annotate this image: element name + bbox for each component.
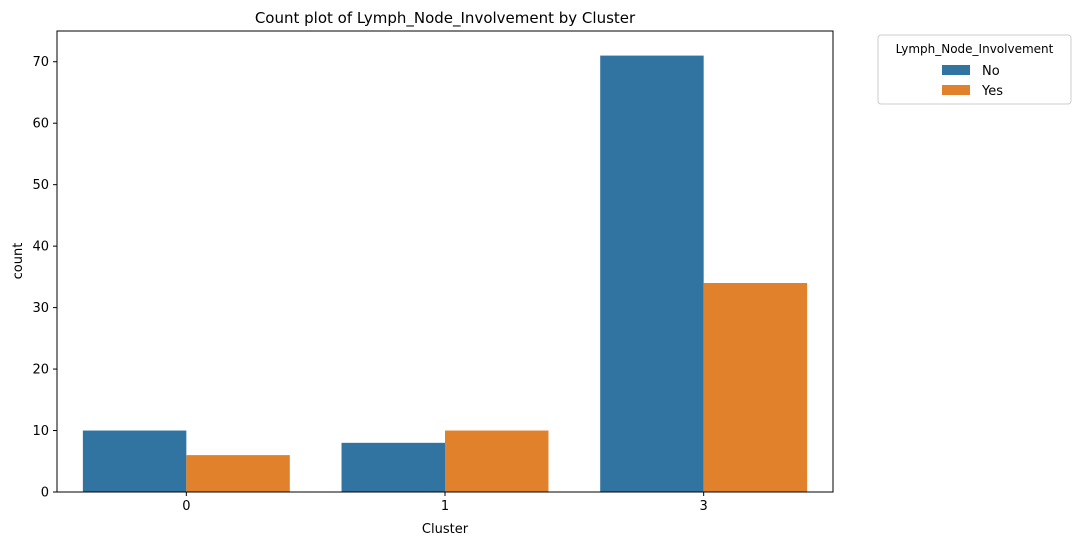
- y-tick-label: 40: [32, 240, 49, 255]
- y-tick-label: 60: [32, 117, 49, 132]
- legend-swatch-yes: [942, 85, 970, 95]
- legend-swatch-no: [942, 65, 970, 75]
- bar-no-cluster-3: [600, 55, 704, 492]
- legend-title: Lymph_Node_Involvement: [896, 42, 1054, 56]
- x-tick-label: 3: [700, 499, 708, 514]
- bars-layer: [82, 55, 808, 492]
- bar-no-cluster-1: [341, 442, 445, 492]
- legend-label-no: No: [982, 64, 1000, 79]
- legend-label-yes: Yes: [981, 84, 1003, 99]
- y-axis: 0 10 20 30 40 50 60 70: [32, 55, 57, 501]
- y-tick-label: 50: [32, 178, 49, 193]
- y-tick-label: 70: [32, 55, 49, 70]
- legend-box: [877, 34, 1072, 105]
- x-axis-label: Cluster: [422, 522, 469, 537]
- bar-no-cluster-0: [82, 430, 187, 492]
- legend: Lymph_Node_Involvement No Yes: [877, 34, 1072, 105]
- bar-yes-cluster-0: [186, 455, 290, 492]
- x-tick-label: 0: [182, 499, 190, 514]
- x-axis: 0 1 3: [182, 492, 708, 514]
- bar-yes-cluster-1: [445, 430, 549, 492]
- y-tick-label: 30: [32, 301, 49, 316]
- y-axis-label: count: [11, 243, 26, 280]
- chart-title: Count plot of Lymph_Node_Involvement by …: [255, 9, 636, 28]
- x-tick-label: 1: [441, 499, 449, 514]
- y-tick-label: 10: [32, 424, 49, 439]
- y-tick-label: 20: [32, 363, 49, 378]
- bar-yes-cluster-3: [703, 283, 808, 492]
- y-tick-label: 0: [41, 486, 49, 501]
